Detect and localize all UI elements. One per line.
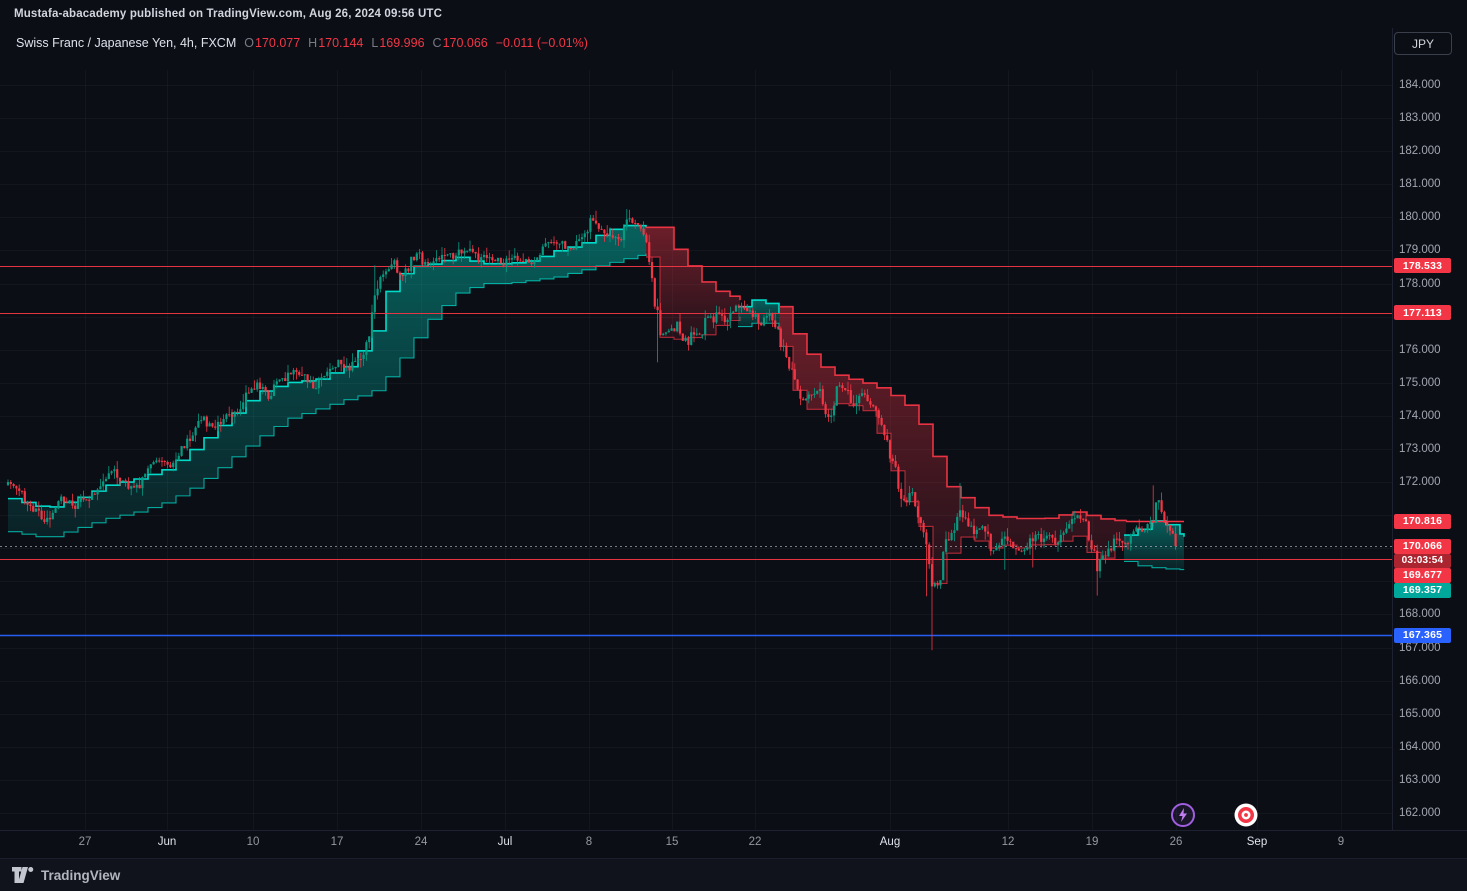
time-tick-label: 15	[665, 836, 679, 848]
currency-button[interactable]: JPY	[1394, 32, 1452, 55]
time-tick-label: Aug	[879, 836, 901, 848]
chart-legend[interactable]: Swiss Franc / Japanese Yen, 4h, FXCM O 1…	[16, 36, 588, 50]
time-tick-label: 17	[330, 836, 344, 848]
price-tick-label: 163.000	[1399, 773, 1441, 786]
price-tick-label: 180.000	[1399, 211, 1441, 224]
time-tick-label: 22	[748, 836, 762, 848]
publish-text: Mustafa-abacademy published on TradingVi…	[14, 8, 443, 20]
bottom-bar: TradingView	[0, 858, 1467, 891]
price-label-chip: 169.357	[1394, 582, 1451, 598]
time-axis-separator	[0, 830, 1467, 831]
price-tick-label: 172.000	[1399, 476, 1441, 489]
price-label-chip: 178.533	[1394, 258, 1451, 274]
price-tick-label: 184.000	[1399, 79, 1441, 91]
low-value: 169.996	[379, 36, 425, 50]
time-tick-label: 26	[1169, 836, 1183, 848]
price-tick-label: 183.000	[1399, 112, 1441, 125]
price-axis-separator	[1392, 28, 1393, 830]
time-tick-label: 24	[414, 836, 428, 848]
price-label-chip: 169.677	[1394, 567, 1451, 583]
open-label: O	[244, 36, 254, 50]
price-tick-label: 174.000	[1399, 409, 1441, 422]
time-tick-label: 9	[1337, 836, 1345, 848]
price-tick-label: 164.000	[1399, 740, 1441, 753]
open-value: 170.077	[254, 36, 301, 50]
tradingview-mark-icon	[12, 867, 34, 883]
price-tick-label: 179.000	[1399, 244, 1441, 257]
price-label-chip: 170.066	[1394, 538, 1451, 554]
symbol-title[interactable]: Swiss Franc / Japanese Yen, 4h, FXCM	[16, 36, 237, 50]
close-value: 170.066	[442, 36, 488, 50]
tradingview-logo[interactable]: TradingView	[12, 867, 120, 883]
time-tick-label: 12	[1001, 836, 1015, 848]
price-label-chip: 170.816	[1394, 513, 1451, 529]
publish-bar: Mustafa-abacademy published on TradingVi…	[0, 0, 1467, 28]
time-tick-label: 10	[246, 836, 260, 848]
price-tick-label: 173.000	[1399, 442, 1441, 455]
price-chart-canvas[interactable]	[0, 0, 1392, 830]
bar-close-countdown: 03:03:54	[1394, 553, 1451, 568]
time-tick-label: Sep	[1246, 836, 1268, 848]
time-tick-label: Jul	[497, 836, 513, 848]
bullseye-icon	[1234, 803, 1258, 827]
price-tick-label: 182.000	[1399, 145, 1441, 158]
price-tick-label: 162.000	[1399, 806, 1441, 819]
boost-reaction-icon[interactable]	[1170, 802, 1196, 828]
price-tick-label: 178.000	[1399, 277, 1441, 290]
high-label: H	[308, 36, 318, 50]
close-label: C	[432, 36, 442, 50]
price-label-chip: 167.365	[1394, 627, 1451, 643]
target-reaction-icon[interactable]	[1233, 802, 1259, 828]
price-tick-label: 176.000	[1399, 343, 1441, 356]
change-value: −0.011 (−0.01%)	[495, 36, 588, 50]
price-tick-label: 181.000	[1399, 178, 1441, 191]
price-tick-label: 166.000	[1399, 674, 1441, 687]
time-tick-label: 19	[1085, 836, 1099, 848]
time-tick-label: 27	[78, 836, 92, 848]
time-tick-label: Jun	[157, 836, 177, 848]
price-tick-label: 167.000	[1399, 641, 1441, 654]
price-label-chip: 177.113	[1394, 305, 1451, 321]
high-value: 170.144	[318, 36, 364, 50]
brand-text: TradingView	[41, 867, 121, 883]
time-tick-label: 8	[585, 836, 593, 848]
price-tick-label: 165.000	[1399, 707, 1441, 720]
price-tick-label: 175.000	[1399, 376, 1441, 389]
low-label: L	[371, 36, 379, 50]
lightning-icon	[1171, 803, 1195, 827]
price-tick-label: 168.000	[1399, 608, 1441, 621]
